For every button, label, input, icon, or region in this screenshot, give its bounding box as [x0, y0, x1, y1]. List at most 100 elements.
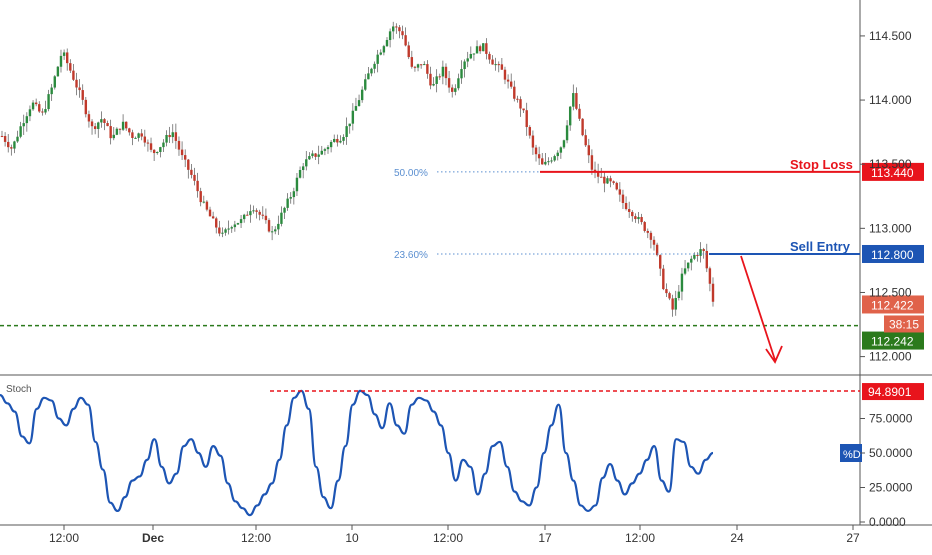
candle-body	[25, 116, 29, 124]
candle-body	[413, 66, 417, 68]
candle-body	[494, 64, 497, 66]
candle-body	[460, 69, 463, 79]
candle-body	[143, 136, 147, 143]
candle-body	[429, 73, 432, 86]
candle-body	[208, 209, 212, 217]
stoch-series-tag: %D	[843, 449, 861, 461]
candle-body	[624, 202, 628, 210]
candle-body	[649, 232, 653, 240]
candle-body	[450, 87, 454, 92]
candlestick-series	[0, 21, 715, 317]
candle-body	[680, 273, 684, 292]
candle-body	[419, 64, 423, 66]
candle-body	[506, 79, 510, 82]
time-tick-label: Dec	[142, 531, 164, 545]
candle-body	[339, 140, 342, 143]
candle-body	[693, 254, 696, 259]
candle-body	[317, 154, 320, 157]
price-tick-label: 114.000	[869, 93, 912, 107]
candle-body	[171, 132, 174, 138]
time-tick-label: 27	[846, 531, 860, 545]
candle-body	[16, 136, 19, 142]
stoch-tick-label: 75.0000	[869, 412, 913, 426]
candle-body	[19, 126, 22, 137]
candle-body	[270, 231, 274, 233]
candle-body	[398, 27, 401, 32]
candle-body	[295, 177, 299, 192]
candle-body	[348, 123, 351, 127]
candle-body	[242, 214, 246, 220]
candle-body	[106, 123, 109, 127]
last-price-tag: 112.422	[871, 298, 914, 312]
candle-body	[124, 121, 128, 129]
candle-body	[367, 73, 370, 80]
candle-body	[463, 61, 466, 70]
candle-body	[581, 118, 584, 136]
candle-body	[659, 255, 662, 269]
sell-entry-label: Sell Entry	[790, 239, 851, 254]
candle-body	[218, 227, 221, 234]
candle-body	[56, 66, 60, 77]
candle-body	[593, 169, 597, 172]
down-arrow-head	[765, 345, 783, 364]
candle-body	[329, 141, 333, 148]
candle-body	[44, 109, 47, 113]
candle-body	[72, 70, 75, 80]
candle-body	[360, 89, 364, 101]
time-tick-label: 24	[730, 531, 744, 545]
candle-body	[134, 137, 137, 139]
candle-body	[236, 223, 240, 225]
candle-body	[385, 40, 389, 47]
stoch-series-tag-bg	[840, 444, 862, 462]
candle-body	[333, 138, 336, 142]
candle-body	[652, 239, 656, 245]
candle-body	[128, 128, 131, 133]
candle-body	[584, 135, 587, 146]
candle-body	[152, 149, 156, 154]
candle-body	[112, 134, 115, 139]
stoch-current-tag-bg	[862, 383, 924, 401]
candle-body	[249, 211, 252, 216]
candle-body	[168, 134, 171, 138]
candle-body	[392, 26, 395, 32]
candle-body	[258, 211, 261, 215]
candle-body	[137, 133, 140, 138]
sell-entry-price-tag: 112.800	[871, 248, 914, 262]
candle-body	[646, 230, 649, 233]
candle-body	[606, 178, 609, 184]
candle-body	[286, 198, 289, 208]
candle-body	[292, 191, 296, 198]
candle-body	[609, 178, 612, 182]
candle-body	[274, 229, 277, 232]
candle-body	[444, 66, 448, 79]
candle-body	[62, 52, 66, 56]
candle-body	[323, 149, 327, 151]
candle-body	[497, 64, 500, 66]
stochastic-panel: Stoch 94.8901 %D	[0, 383, 924, 517]
candle-body	[528, 127, 532, 136]
candle-body	[90, 121, 94, 127]
candle-body	[416, 64, 420, 68]
candle-body	[568, 106, 572, 126]
candle-body	[426, 64, 429, 74]
candle-body	[525, 110, 528, 128]
candle-body	[457, 78, 460, 89]
candle-body	[305, 159, 308, 167]
candle-body	[513, 86, 516, 99]
candle-body	[97, 122, 100, 129]
candle-body	[267, 220, 271, 232]
candle-body	[50, 87, 53, 95]
last-price-tag-bg	[862, 295, 924, 314]
candle-body	[22, 123, 25, 127]
candle-body	[7, 141, 10, 148]
candle-body	[149, 143, 153, 150]
price-levels: 50.00% 23.60% Stop Loss 113.440 Sell Entry 11…	[0, 157, 924, 364]
grid	[0, 0, 932, 526]
time-tick-label: 17	[538, 531, 552, 545]
time-tick-label: 12:00	[625, 531, 655, 545]
candle-body	[10, 147, 13, 149]
down-arrow-shaft	[740, 255, 776, 361]
candle-body	[711, 283, 715, 302]
